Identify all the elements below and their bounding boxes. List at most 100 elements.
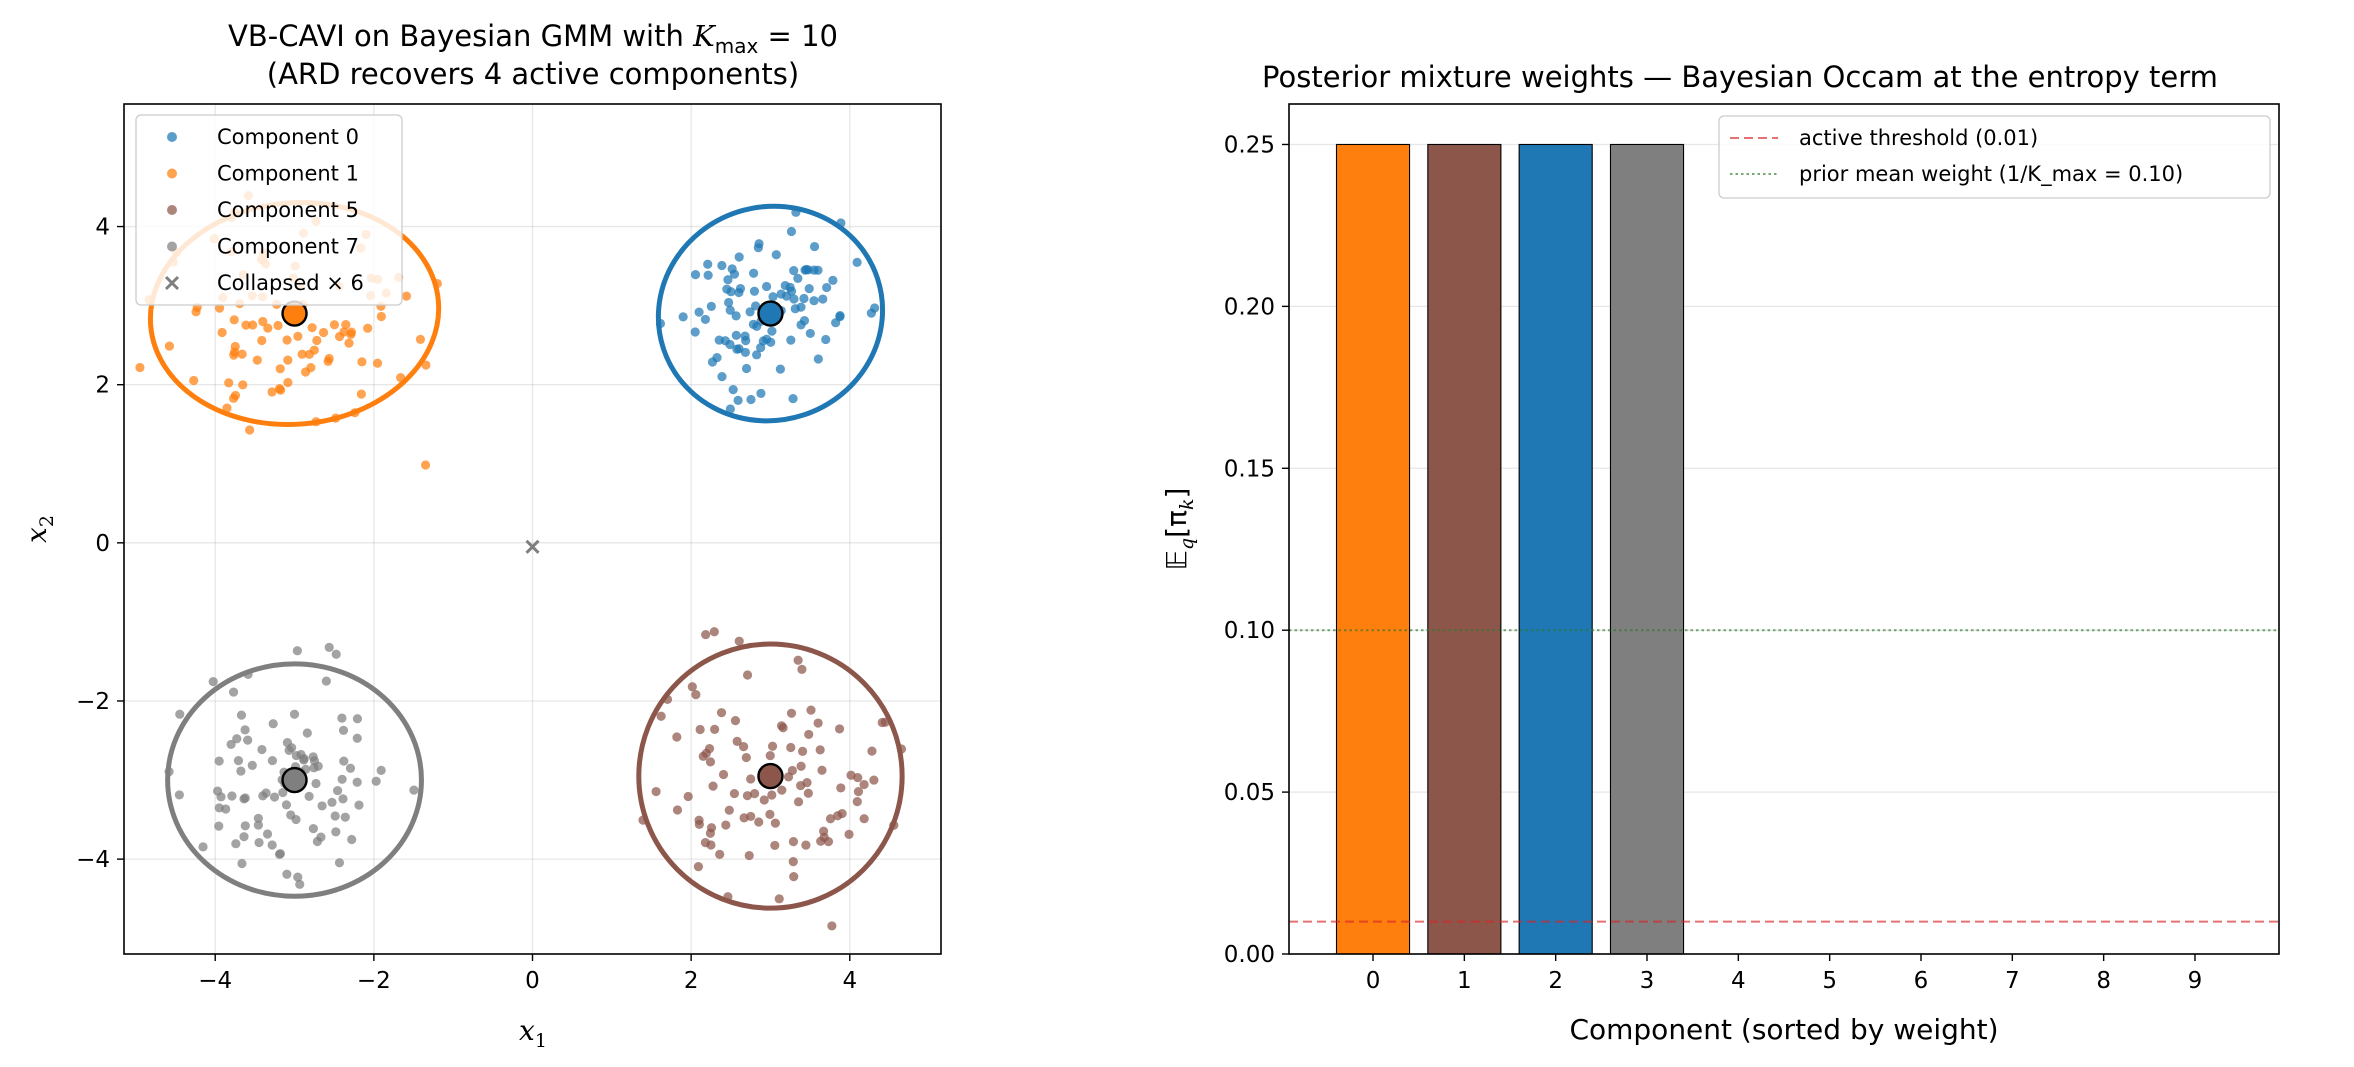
scatter-point — [777, 785, 787, 795]
scatter-point — [337, 713, 347, 723]
scatter-point — [247, 760, 257, 771]
scatter-point — [717, 371, 727, 382]
scatter-point — [715, 849, 725, 859]
scatter-point — [307, 323, 317, 333]
scatter-point — [694, 819, 704, 829]
scatter-point — [721, 820, 731, 830]
scatter-point — [308, 752, 318, 762]
bar-y-tick-label: 0.20 — [1224, 294, 1275, 320]
scatter-point — [803, 788, 813, 798]
scatter-point — [311, 778, 321, 789]
bar-x-axis-label: Component (sorted by weight) — [1569, 1013, 1998, 1046]
scatter-point — [236, 710, 247, 720]
scatter-point — [356, 389, 366, 399]
scatter-point — [338, 725, 349, 735]
scatter-point — [724, 805, 734, 815]
cluster-2 — [636, 627, 907, 931]
bar-reference-lines — [1289, 629, 2279, 923]
scatter-point — [738, 742, 749, 752]
bar-x-tick-label: 3 — [1640, 968, 1655, 994]
scatter-point — [793, 273, 803, 283]
scatter-point — [780, 280, 790, 291]
scatter-point — [306, 363, 316, 373]
scatter-point — [707, 357, 718, 367]
scatter-point — [240, 793, 250, 803]
scatter-point — [331, 827, 341, 837]
scatter-point — [765, 809, 775, 819]
scatter-collapsed-points — [525, 539, 540, 554]
bar-y-tick-label: 0.15 — [1224, 456, 1275, 482]
bar-y-axis-label: 𝔼q[πk] — [1160, 488, 1198, 571]
scatter-point — [731, 311, 741, 321]
scatter-point — [240, 725, 250, 735]
scatter-point — [732, 736, 742, 746]
scatter-point — [302, 728, 312, 738]
scatter-point — [761, 281, 772, 292]
scatter-point — [722, 284, 732, 294]
scatter-point — [230, 341, 240, 352]
scatter-point — [783, 772, 794, 782]
scatter-point — [734, 252, 744, 262]
scatter-legend-label: Collapsed × 6 — [217, 271, 364, 295]
scatter-y-tick-label: 2 — [95, 373, 110, 399]
scatter-point — [401, 291, 412, 301]
scatter-point — [756, 342, 766, 353]
bar-ticks: 0.00 0.05 0.10 0.15 0.20 0.25 0 1 2 3 4 5 6 7 8 9 — [1224, 132, 2203, 994]
scatter-point — [767, 741, 778, 751]
scatter-point — [796, 761, 806, 771]
scatter-point — [774, 894, 784, 904]
scatter-point — [770, 840, 780, 851]
scatter-point — [767, 326, 777, 336]
scatter-point — [788, 394, 798, 404]
scatter-point — [308, 824, 318, 834]
scatter-point — [241, 320, 251, 330]
scatter-point — [376, 311, 386, 322]
scatter-point — [281, 800, 292, 810]
scatter-point — [282, 335, 292, 345]
scatter-point — [217, 327, 227, 338]
bar-x-tick-label: 5 — [1822, 968, 1837, 994]
scatter-point — [257, 335, 267, 346]
scatter-point — [853, 787, 864, 797]
scatter-point — [710, 724, 720, 734]
covariance-ellipse — [655, 203, 886, 424]
scatter-point — [754, 817, 764, 827]
bar-x-tick-label: 1 — [1457, 968, 1472, 994]
scatter-point — [786, 742, 796, 753]
bar-legend-label: prior mean weight (1/K_max = 0.10) — [1799, 162, 2183, 187]
scatter-point — [835, 312, 845, 322]
scatter-point — [822, 282, 832, 293]
scatter-point — [749, 286, 760, 296]
scatter-point — [765, 751, 775, 761]
bar-component-3 — [1609, 143, 1685, 955]
scatter-legend: Component 0 Component 1 Component 5 Compone… — [135, 114, 403, 306]
scatter-point — [776, 721, 787, 731]
scatter-point — [334, 858, 345, 868]
scatter-point — [226, 739, 236, 750]
scatter-point — [799, 293, 809, 304]
scatter-point — [752, 350, 762, 360]
bar-legend-box — [1718, 115, 2271, 199]
scatter-point — [859, 814, 869, 824]
scatter-point — [754, 239, 764, 249]
scatter-point — [240, 821, 250, 831]
cluster-mean-marker — [757, 762, 784, 790]
scatter-point — [700, 838, 711, 848]
scatter-point — [786, 708, 797, 718]
scatter-point — [656, 711, 666, 721]
scatter-point — [786, 335, 796, 345]
scatter-point — [867, 746, 877, 756]
scatter-point — [693, 862, 704, 872]
scatter-point — [222, 403, 232, 413]
bar-series — [1335, 143, 1685, 955]
bar-y-tick-label: 0.10 — [1224, 618, 1275, 644]
bar-x-tick-label: 0 — [1366, 968, 1381, 994]
scatter-y-tick-label: −4 — [76, 847, 110, 873]
scatter-point — [869, 775, 879, 785]
scatter-point — [175, 709, 185, 719]
scatter-y-tick-label: −2 — [76, 689, 110, 715]
scatter-point — [304, 791, 314, 801]
scatter-point — [844, 829, 854, 839]
scatter-point — [363, 323, 373, 333]
scatter-point — [809, 241, 820, 252]
